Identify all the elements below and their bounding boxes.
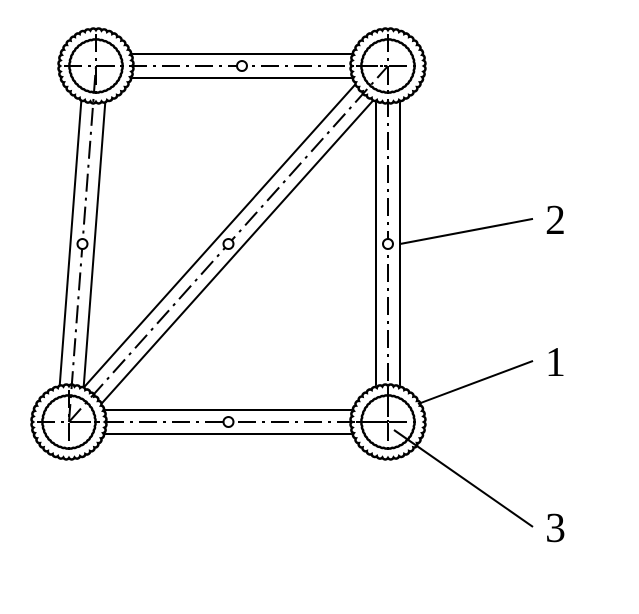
callout-label: 3	[545, 508, 566, 550]
midpoint-circle	[224, 417, 234, 427]
callout-lines	[394, 219, 533, 527]
callout-leader	[418, 361, 533, 404]
midpoint-circle	[237, 61, 247, 71]
midpoint-circle	[78, 239, 88, 249]
midpoint-circle	[224, 239, 234, 249]
diagram-canvas: 2 1 3	[0, 0, 639, 614]
diagram-svg	[0, 0, 639, 614]
callout-label: 2	[545, 200, 566, 242]
callout-leader	[400, 219, 533, 244]
callout-label: 1	[545, 342, 566, 384]
midpoint-circle	[383, 239, 393, 249]
callout-leader	[394, 430, 533, 527]
